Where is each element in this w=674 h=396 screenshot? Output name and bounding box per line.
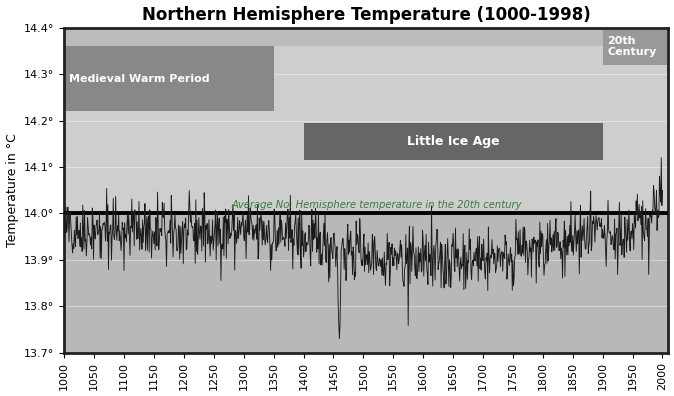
Bar — [64, 28, 603, 46]
Bar — [303, 123, 603, 160]
Text: 20th
Century: 20th Century — [607, 36, 656, 57]
Text: Little Ice Age: Little Ice Age — [407, 135, 499, 148]
Bar — [603, 28, 669, 65]
Bar — [64, 213, 669, 352]
Text: Medieval Warm Period: Medieval Warm Period — [69, 74, 210, 84]
Text: Average No. Hemisphere temperature in the 20th century: Average No. Hemisphere temperature in th… — [232, 200, 522, 210]
Bar — [64, 28, 669, 213]
Title: Northern Hemisphere Temperature (1000-1998): Northern Hemisphere Temperature (1000-19… — [142, 6, 590, 23]
Y-axis label: Temperature in °C: Temperature in °C — [5, 133, 19, 247]
Bar — [64, 46, 274, 111]
